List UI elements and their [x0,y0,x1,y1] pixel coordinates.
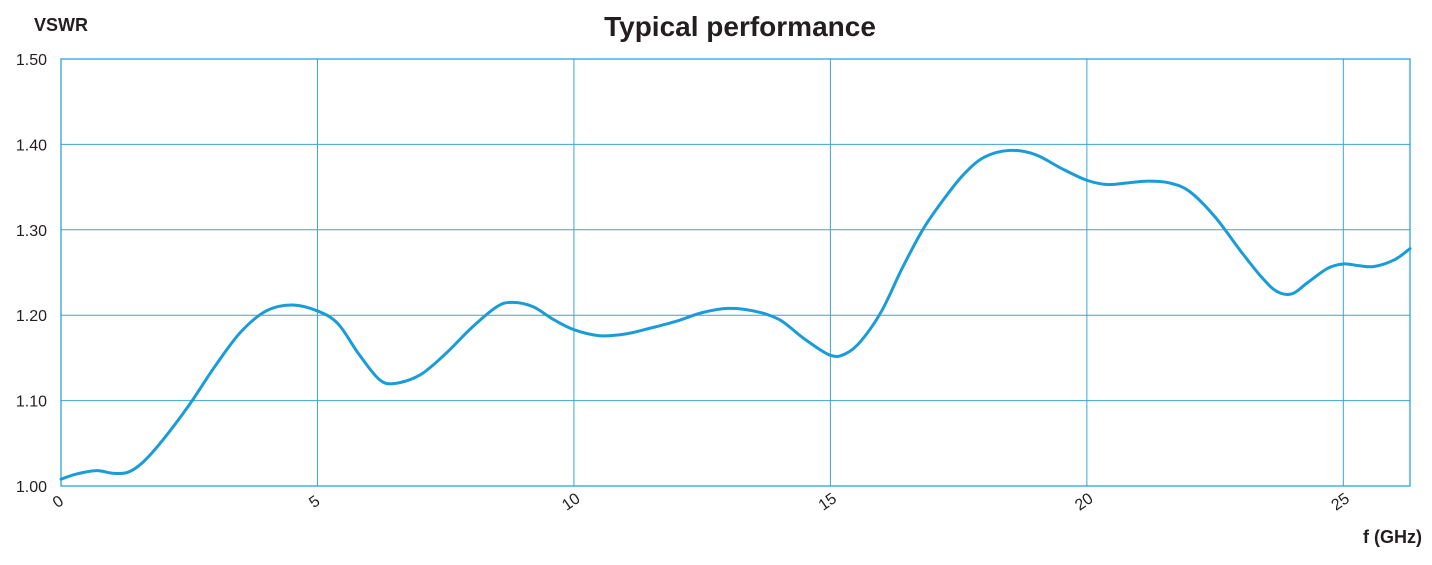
x-tick-label: 25 [1329,490,1353,514]
y-tick-label: 1.50 [16,52,47,69]
y-tick-label: 1.10 [16,394,47,411]
y-tick-label: 1.30 [16,223,47,240]
y-tick-label: 1.00 [16,479,47,496]
x-tick-label: 10 [559,490,583,514]
x-tick-labels: 0 5 10 15 20 25 [50,490,1353,514]
x-tick-label: 5 [306,493,323,512]
plot-area-frame [60,58,1411,487]
x-tick-label: 20 [1072,490,1096,514]
x-axis-label: f (GHz) [1363,527,1422,547]
y-tick-label: 1.40 [16,137,47,154]
x-tick-label: 15 [816,490,840,514]
vswr-series-line [59,148,1412,481]
x-tick-label: 0 [50,493,67,512]
chart-title: Typical performance [604,11,876,42]
grid-lines [60,58,1410,487]
y-tick-label: 1.20 [16,308,47,325]
y-tick-labels: 1.00 1.10 1.20 1.30 1.40 1.50 [16,52,47,496]
y-axis-label: VSWR [34,15,88,35]
